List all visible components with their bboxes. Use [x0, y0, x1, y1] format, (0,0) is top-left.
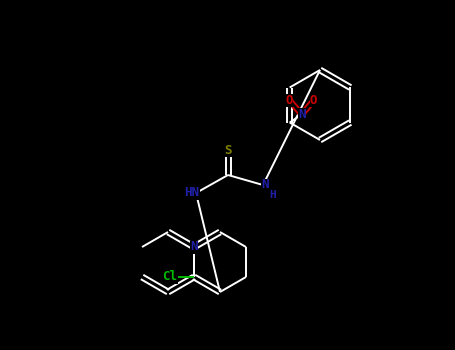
Text: N: N — [261, 178, 269, 191]
Text: O: O — [310, 94, 318, 107]
Text: HN: HN — [184, 187, 199, 199]
Text: N: N — [298, 108, 305, 121]
Text: H: H — [270, 190, 276, 200]
Text: S: S — [224, 144, 232, 156]
Text: O: O — [286, 94, 293, 107]
Text: N: N — [190, 240, 198, 253]
Text: Cl: Cl — [162, 271, 177, 284]
